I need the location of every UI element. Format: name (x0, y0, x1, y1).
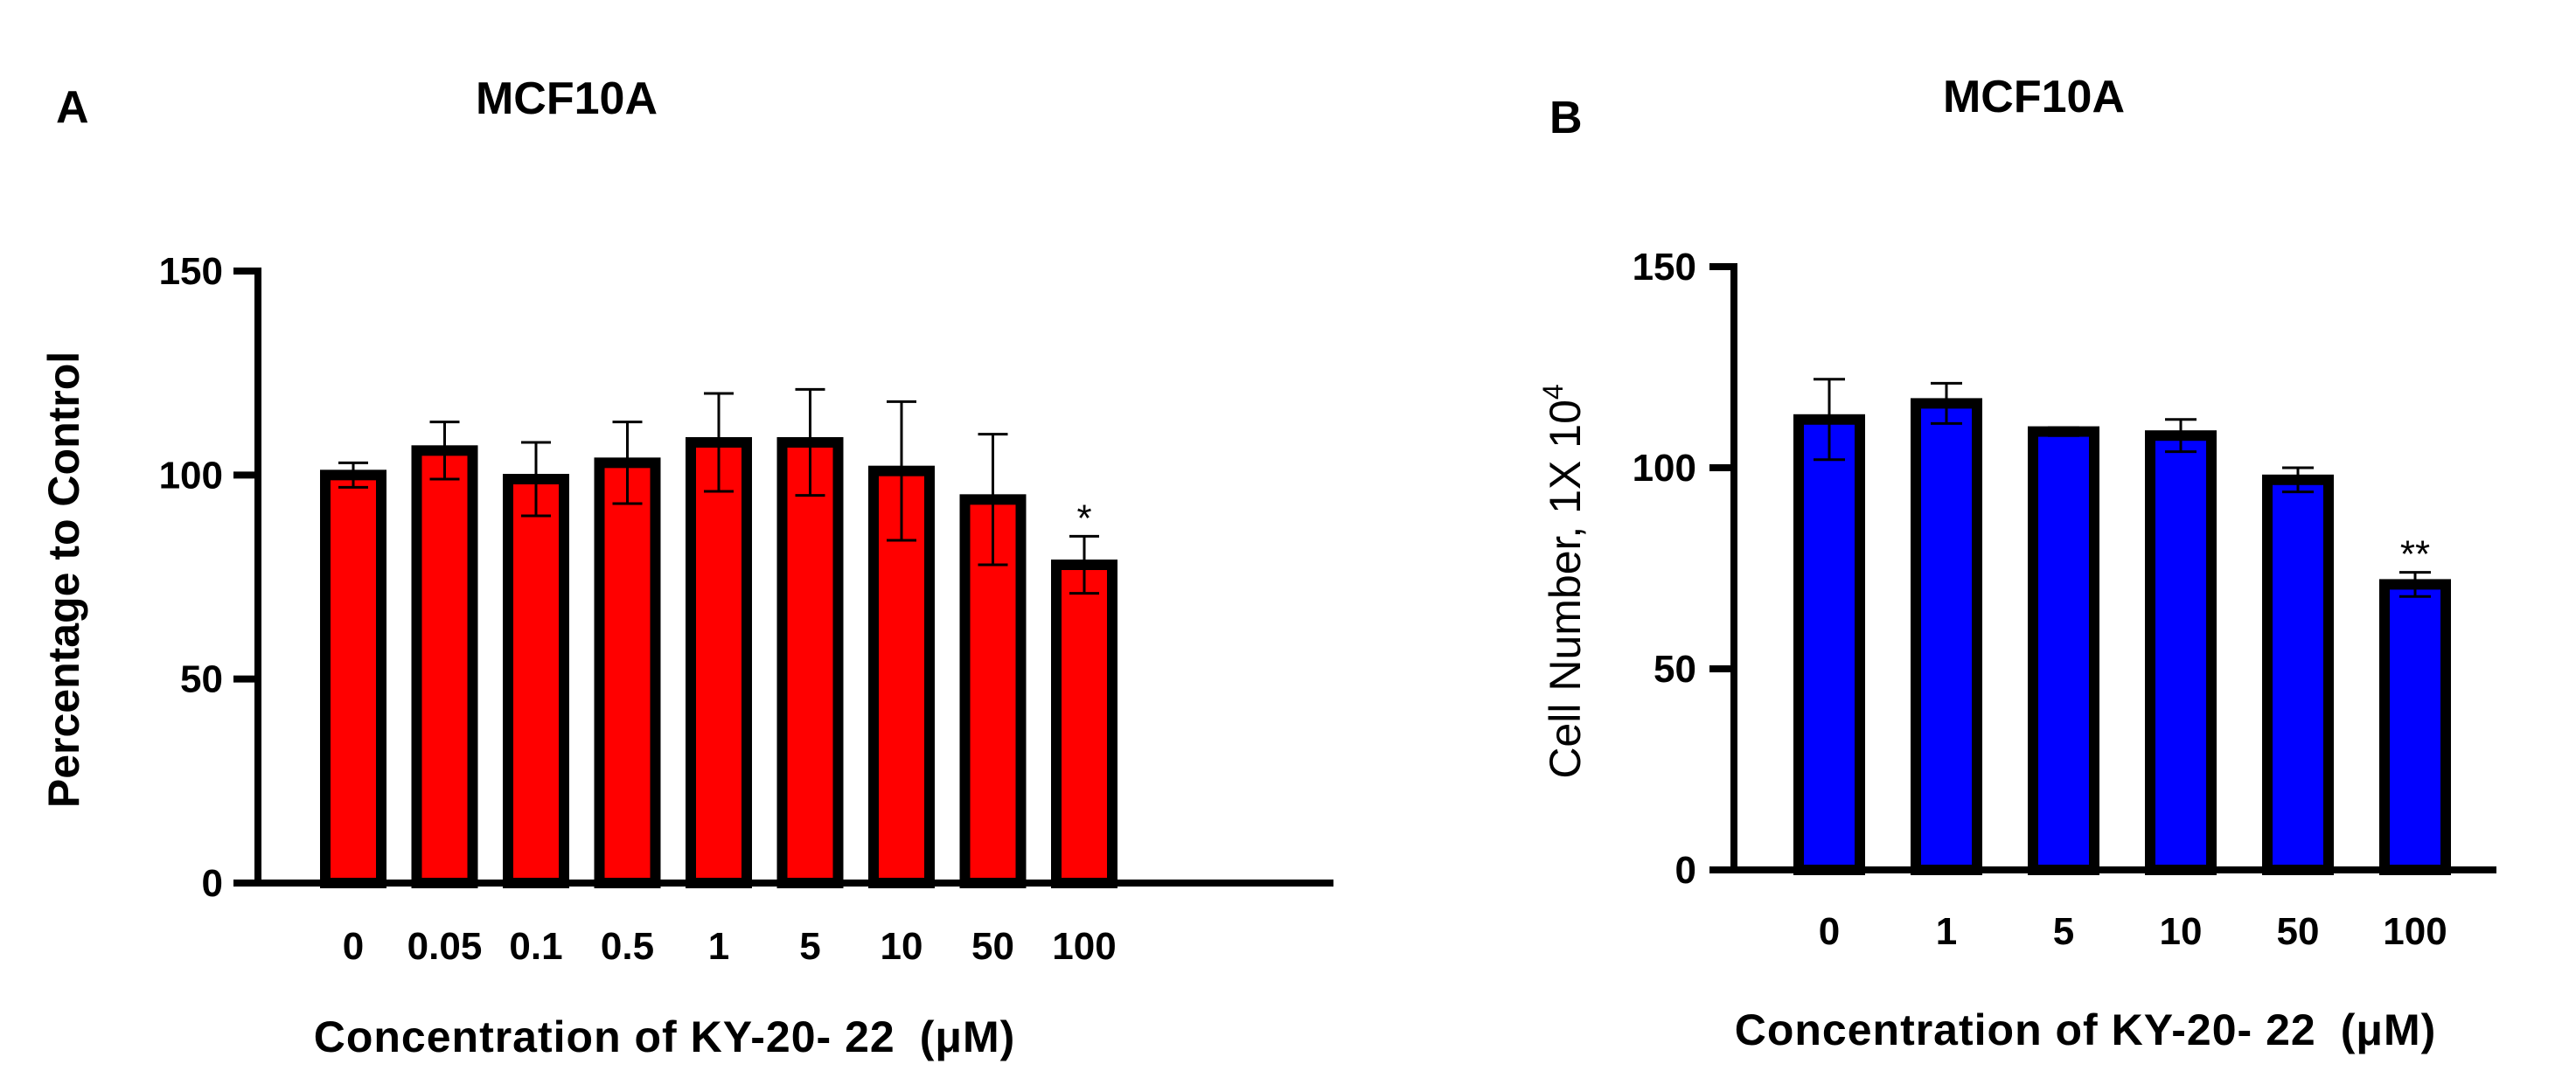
panel-b-xtick-label: 5 (2053, 910, 2074, 953)
panel-b-xtick-label: 1 (1936, 910, 1957, 953)
panel-a-xlabel-text: Concentration of KY-20- 22 (314, 1012, 895, 1061)
panel-a-bar-0.1 (503, 474, 569, 888)
panel-b-plot: 0 50 100 150 0 1 5 10 50 ** 100 (1633, 246, 2496, 953)
panel-a-xtick-label: 0.5 (601, 925, 654, 968)
panel-b-ylabel: Cell Number, 1X 104 (1537, 384, 1590, 778)
panel-b-bar-100 (2379, 579, 2451, 876)
panel-b-xtick-label: 0 (1819, 910, 1840, 953)
panel-a-bar-0 (320, 469, 386, 888)
panel-b-letter: B (1549, 93, 1583, 143)
panel-a-bar-1 (686, 437, 752, 888)
panel-b-xlabel-unit: (μM) (2341, 1005, 2437, 1054)
panel-b-xtick-label: 10 (2160, 910, 2203, 953)
panel-a-bar-0.5 (594, 457, 661, 888)
panel-a-xtick-label: 5 (799, 925, 820, 968)
panel-b-ylabel-sup: 4 (1537, 384, 1569, 400)
panel-b-ytick-label: 150 (1633, 246, 1696, 289)
panel-a-xtick-label: 0.05 (407, 925, 483, 968)
panel-a-ytick-label: 150 (159, 250, 223, 293)
panel-b-bar-50 (2262, 474, 2334, 875)
panel-a-xlabel: Concentration of KY-20- 22 (μM) (314, 1012, 1016, 1061)
panel-a-ytick-label: 50 (180, 658, 223, 701)
panel-b-xlabel-text: Concentration of KY-20- 22 (1735, 1005, 2316, 1054)
panel-b-ytick-label: 50 (1654, 648, 1696, 691)
panel-a-bar-5 (776, 437, 844, 888)
panel-b-bar-10 (2145, 430, 2217, 875)
panel-b-bar-0 (1793, 414, 1865, 875)
panel-a-xtick-label: 50 (971, 925, 1014, 968)
panel-b-ylabel-text: Cell Number, 1X 10 (1541, 400, 1590, 779)
panel-b-ytick-label: 100 (1633, 447, 1696, 490)
panel-a-xtick-label: 0.1 (509, 925, 562, 968)
panel-a: A MCF10A Percentage to Control 050100150… (39, 73, 1333, 1061)
panel-b-ytick-label: 0 (1675, 849, 1696, 892)
panel-b-xlabel: Concentration of KY-20- 22 (μM) (1735, 1005, 2437, 1054)
panel-a-plot: 0 50 100 150 0 0.05 0.1 0.5 1 5 10 50 * 100 (159, 250, 1333, 968)
panel-a-ytick-label: 0 (202, 862, 223, 905)
panel-a-xtick-label: 0 (343, 925, 364, 968)
panel-b-significance-marker: ** (2400, 533, 2430, 576)
panel-a-xtick-label: 1 (708, 925, 729, 968)
panel-b-bar-5 (2028, 426, 2099, 875)
panel-a-significance-marker: * (1076, 497, 1091, 539)
panel-b-xtick-label: 50 (2277, 910, 2320, 953)
panel-a-bar-0.05 (411, 445, 478, 888)
panel-a-xtick-label: 100 (1052, 925, 1116, 968)
panel-a-bar-100 (1051, 560, 1117, 888)
panel-a-xtick-label: 10 (881, 925, 923, 968)
panel-b-xtick-label: 100 (2383, 910, 2447, 953)
panel-a-letter: A (56, 82, 89, 133)
panel-b-title: MCF10A (1943, 72, 2125, 122)
panel-a-ylabel: Percentage to Control (39, 351, 88, 808)
panel-b-bar-1 (1911, 398, 1982, 875)
panel-a-title: MCF10A (476, 73, 658, 124)
panel-a-xlabel-unit: (μM) (920, 1012, 1016, 1061)
panel-a-ytick-label: 100 (159, 454, 223, 497)
